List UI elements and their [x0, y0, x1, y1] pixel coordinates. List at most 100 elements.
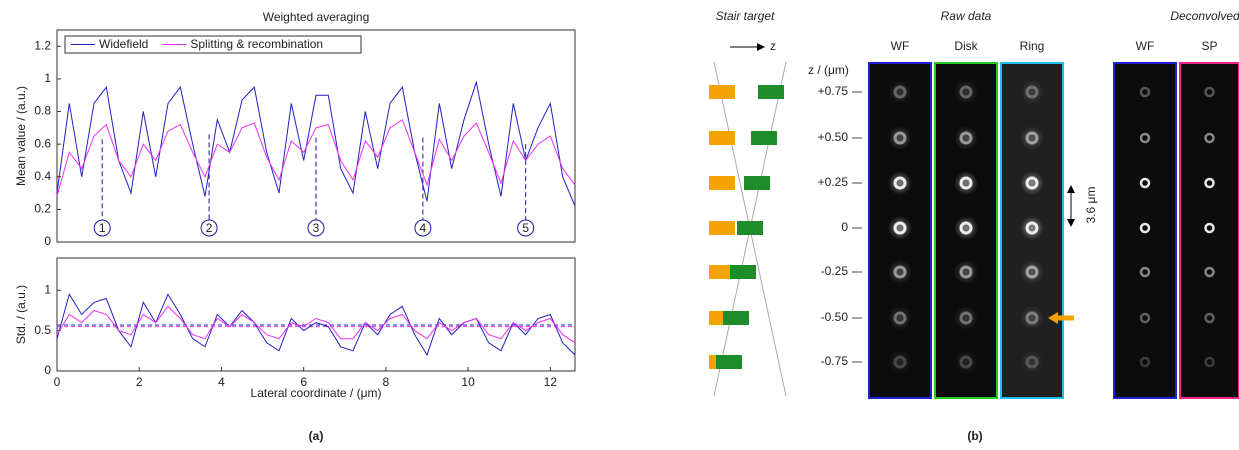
caption: (a)	[309, 429, 324, 443]
y-tick-label: 0	[44, 234, 51, 248]
spot-halo	[888, 216, 912, 240]
spot	[893, 176, 907, 190]
legend-label: Widefield	[99, 37, 148, 51]
annotation-circle	[307, 219, 325, 237]
z-tick-label: +0.25	[818, 175, 849, 189]
spot	[1025, 311, 1039, 325]
spot-halo	[954, 350, 978, 374]
spot-halo	[954, 306, 978, 330]
spot-halo	[1020, 306, 1044, 330]
spot-halo	[888, 350, 912, 374]
green-block	[723, 311, 749, 325]
green-block	[751, 131, 777, 145]
y-tick-label: 1.2	[34, 38, 51, 52]
spot	[959, 221, 973, 235]
panel-title: Raw data	[941, 9, 992, 23]
panel-title: Stair target	[716, 9, 775, 23]
y-tick-label: 0	[44, 363, 51, 377]
legend-box	[64, 35, 362, 54]
spot	[1025, 221, 1039, 235]
spot	[893, 221, 907, 235]
spot	[959, 311, 973, 325]
x-tick-label: 10	[461, 375, 475, 389]
column-label: WF	[891, 39, 910, 53]
spot	[1204, 86, 1215, 98]
spot	[893, 311, 907, 325]
spot	[1139, 132, 1151, 144]
x-tick-label: 2	[136, 375, 143, 389]
spot	[959, 131, 973, 145]
annotation-label: 4	[420, 221, 427, 235]
x-axis-label: Lateral coordinate / (μm)	[251, 386, 382, 400]
spot-halo	[888, 260, 912, 284]
green-block	[758, 85, 784, 99]
series-line	[56, 118, 576, 197]
spot	[1025, 355, 1039, 369]
spot	[1139, 266, 1151, 278]
y-tick-label: 1	[44, 71, 51, 85]
spot	[1204, 356, 1215, 368]
spot	[893, 85, 907, 99]
spot	[1139, 312, 1151, 324]
z-unit: z / (μm)	[808, 63, 849, 77]
x-tick-label: 8	[383, 375, 390, 389]
x-tick-label: 12	[544, 375, 558, 389]
spot-halo	[888, 80, 912, 104]
scale-label: 3.6 μm	[1084, 187, 1098, 224]
spot	[1025, 265, 1039, 279]
z-tick-label: +0.50	[818, 130, 849, 144]
annotation-circle	[414, 219, 432, 237]
orange-block	[709, 265, 735, 279]
spot	[1139, 86, 1151, 98]
spot-halo	[888, 306, 912, 330]
x-tick-label: 0	[54, 375, 61, 389]
annotation-label: 3	[313, 221, 320, 235]
spot-halo	[1020, 216, 1044, 240]
spot-halo	[954, 80, 978, 104]
spot-halo	[1020, 260, 1044, 284]
spot-halo	[954, 126, 978, 150]
spot-halo	[954, 216, 978, 240]
chart-title: Weighted averaging	[263, 10, 370, 24]
spot	[893, 265, 907, 279]
y-tick-label: 0.8	[34, 104, 51, 118]
spot	[1025, 176, 1039, 190]
annotation-label: 1	[99, 221, 106, 235]
image-panel	[1179, 62, 1239, 399]
series-line	[56, 80, 576, 207]
column-label: Ring	[1020, 39, 1045, 53]
spot	[1204, 177, 1215, 189]
plot-series	[56, 293, 576, 357]
y-tick-label: 1	[44, 282, 51, 296]
z-tick-label: -0.50	[821, 310, 849, 324]
z-tick-label: -0.25	[821, 264, 849, 278]
spot	[1204, 312, 1215, 324]
column-label: WF	[1136, 39, 1155, 53]
spot	[1204, 266, 1215, 278]
annotation-label: 5	[522, 221, 529, 235]
orange-block	[709, 221, 735, 235]
spot	[1204, 222, 1215, 234]
spot	[1139, 177, 1151, 189]
y-axis-label: Std. / (a.u.)	[14, 285, 28, 344]
spot-halo	[954, 171, 978, 195]
spot-halo	[888, 171, 912, 195]
green-block	[737, 221, 763, 235]
spot	[959, 355, 973, 369]
caption: (b)	[967, 429, 982, 443]
orange-block	[709, 176, 735, 190]
green-block	[744, 176, 770, 190]
spot	[1139, 222, 1151, 234]
spot	[959, 85, 973, 99]
annotation-label: 2	[206, 221, 213, 235]
y-tick-label: 0.5	[34, 323, 51, 337]
plot-frame	[56, 257, 576, 372]
spot	[959, 176, 973, 190]
panel-title: Deconvolved	[1170, 9, 1239, 23]
spot	[893, 131, 907, 145]
series-line	[56, 305, 576, 344]
green-block	[730, 265, 756, 279]
spot	[1204, 132, 1215, 144]
orange-block	[709, 85, 735, 99]
